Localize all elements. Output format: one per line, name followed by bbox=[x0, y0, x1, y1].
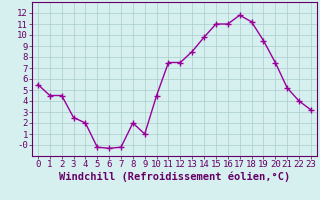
X-axis label: Windchill (Refroidissement éolien,°C): Windchill (Refroidissement éolien,°C) bbox=[59, 172, 290, 182]
